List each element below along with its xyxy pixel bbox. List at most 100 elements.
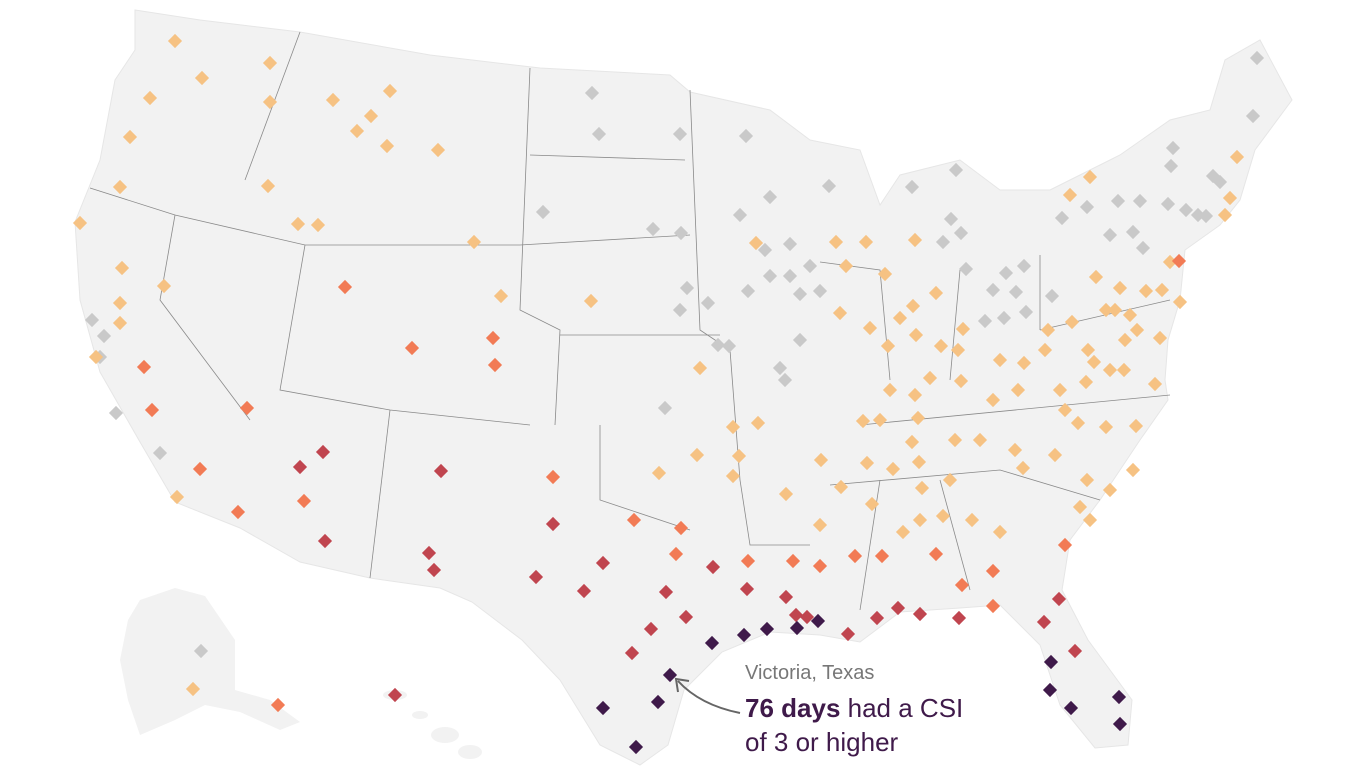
station-marker-level-1 xyxy=(933,338,949,354)
station-marker-level-2 xyxy=(985,598,1001,614)
station-marker-level-0 xyxy=(732,207,748,223)
station-marker-level-2 xyxy=(985,563,1001,579)
station-marker-level-0 xyxy=(1044,288,1060,304)
station-marker-level-1 xyxy=(972,432,988,448)
station-marker-level-3 xyxy=(912,606,928,622)
station-marker-level-1 xyxy=(731,448,747,464)
station-marker-level-0 xyxy=(985,282,1001,298)
station-marker-level-3 xyxy=(387,687,403,703)
station-marker-level-2 xyxy=(812,558,828,574)
station-marker-level-1 xyxy=(947,432,963,448)
station-marker-level-1 xyxy=(955,321,971,337)
contiguous-us-shape xyxy=(74,9,1293,766)
annotation-text-1: had a CSI xyxy=(840,693,964,723)
station-marker-level-1 xyxy=(813,452,829,468)
station-marker-level-2 xyxy=(785,553,801,569)
station-marker-level-1 xyxy=(169,489,185,505)
station-marker-level-3 xyxy=(799,609,815,625)
station-marker-level-0 xyxy=(977,313,993,329)
station-marker-level-3 xyxy=(840,626,856,642)
state-border-line xyxy=(859,394,1171,426)
station-marker-level-3 xyxy=(576,583,592,599)
station-marker-level-0 xyxy=(958,261,974,277)
state-border-line xyxy=(159,214,251,421)
station-marker-level-0 xyxy=(1165,140,1181,156)
station-marker-level-1 xyxy=(1088,269,1104,285)
station-marker-level-1 xyxy=(950,342,966,358)
station-marker-level-0 xyxy=(700,295,716,311)
station-marker-level-2 xyxy=(230,504,246,520)
station-marker-level-1 xyxy=(1129,322,1145,338)
station-marker-level-0 xyxy=(996,310,1012,326)
station-marker-level-1 xyxy=(985,392,1001,408)
station-marker-level-1 xyxy=(1016,355,1032,371)
station-marker-level-1 xyxy=(953,373,969,389)
state-border-line xyxy=(949,269,961,381)
station-marker-level-1 xyxy=(1098,419,1114,435)
station-marker-level-1 xyxy=(882,382,898,398)
station-marker-level-1 xyxy=(812,517,828,533)
station-marker-level-0 xyxy=(757,242,773,258)
annotation-arrowhead xyxy=(674,677,690,693)
station-marker-level-1 xyxy=(114,260,130,276)
state-borders xyxy=(89,31,1171,611)
station-marker-level-4 xyxy=(1042,682,1058,698)
station-marker-level-1 xyxy=(855,413,871,429)
station-marker-level-4 xyxy=(789,620,805,636)
station-marker-level-1 xyxy=(892,310,908,326)
station-marker-level-1 xyxy=(922,370,938,386)
station-marker-level-0 xyxy=(672,302,688,318)
station-marker-level-1 xyxy=(262,55,278,71)
station-marker-level-4 xyxy=(628,739,644,755)
station-marker-level-0 xyxy=(772,360,788,376)
station-marker-level-0 xyxy=(84,312,100,328)
station-marker-level-0 xyxy=(998,265,1014,281)
station-marker-level-1 xyxy=(872,412,888,428)
station-marker-level-1 xyxy=(935,508,951,524)
station-marker-level-0 xyxy=(1212,174,1228,190)
station-marker-level-0 xyxy=(1125,224,1141,240)
station-marker-level-0 xyxy=(535,204,551,220)
station-marker-level-1 xyxy=(1078,374,1094,390)
station-marker-level-0 xyxy=(1079,199,1095,215)
station-marker-level-3 xyxy=(643,621,659,637)
station-marker-level-1 xyxy=(260,178,276,194)
station-marker-level-1 xyxy=(1040,322,1056,338)
station-marker-level-0 xyxy=(721,338,737,354)
station-marker-level-0 xyxy=(792,332,808,348)
station-marker-level-1 xyxy=(1070,415,1086,431)
station-marker-level-2 xyxy=(545,469,561,485)
station-marker-level-3 xyxy=(678,609,694,625)
station-marker-level-2 xyxy=(874,548,890,564)
station-marker-level-0 xyxy=(1110,193,1126,209)
station-marker-level-2 xyxy=(239,400,255,416)
station-marker-level-0 xyxy=(812,283,828,299)
station-marker-level-0 xyxy=(591,126,607,142)
station-marker-level-0 xyxy=(1178,202,1194,218)
station-marker-level-1 xyxy=(1037,342,1053,358)
station-marker-level-0 xyxy=(1160,196,1176,212)
station-marker-level-1 xyxy=(1082,512,1098,528)
station-marker-level-3 xyxy=(545,516,561,532)
station-marker-level-2 xyxy=(270,697,286,713)
station-marker-level-1 xyxy=(1138,283,1154,299)
station-marker-level-1 xyxy=(858,234,874,250)
station-marker-level-0 xyxy=(738,128,754,144)
station-marker-level-3 xyxy=(426,562,442,578)
station-marker-level-3 xyxy=(705,559,721,575)
station-marker-level-1 xyxy=(1107,302,1123,318)
station-marker-level-0 xyxy=(935,234,951,250)
station-marker-level-3 xyxy=(1051,591,1067,607)
station-marker-level-0 xyxy=(782,268,798,284)
station-marker-level-1 xyxy=(1112,280,1128,296)
station-marker-level-1 xyxy=(992,524,1008,540)
station-marker-level-1 xyxy=(1086,354,1102,370)
station-marker-level-1 xyxy=(862,320,878,336)
station-marker-level-1 xyxy=(750,415,766,431)
state-border-line xyxy=(689,89,741,481)
hawaii-island-shape xyxy=(431,727,459,743)
station-marker-level-1 xyxy=(725,468,741,484)
station-marker-level-1 xyxy=(379,138,395,154)
annotation-arrow xyxy=(677,680,741,714)
